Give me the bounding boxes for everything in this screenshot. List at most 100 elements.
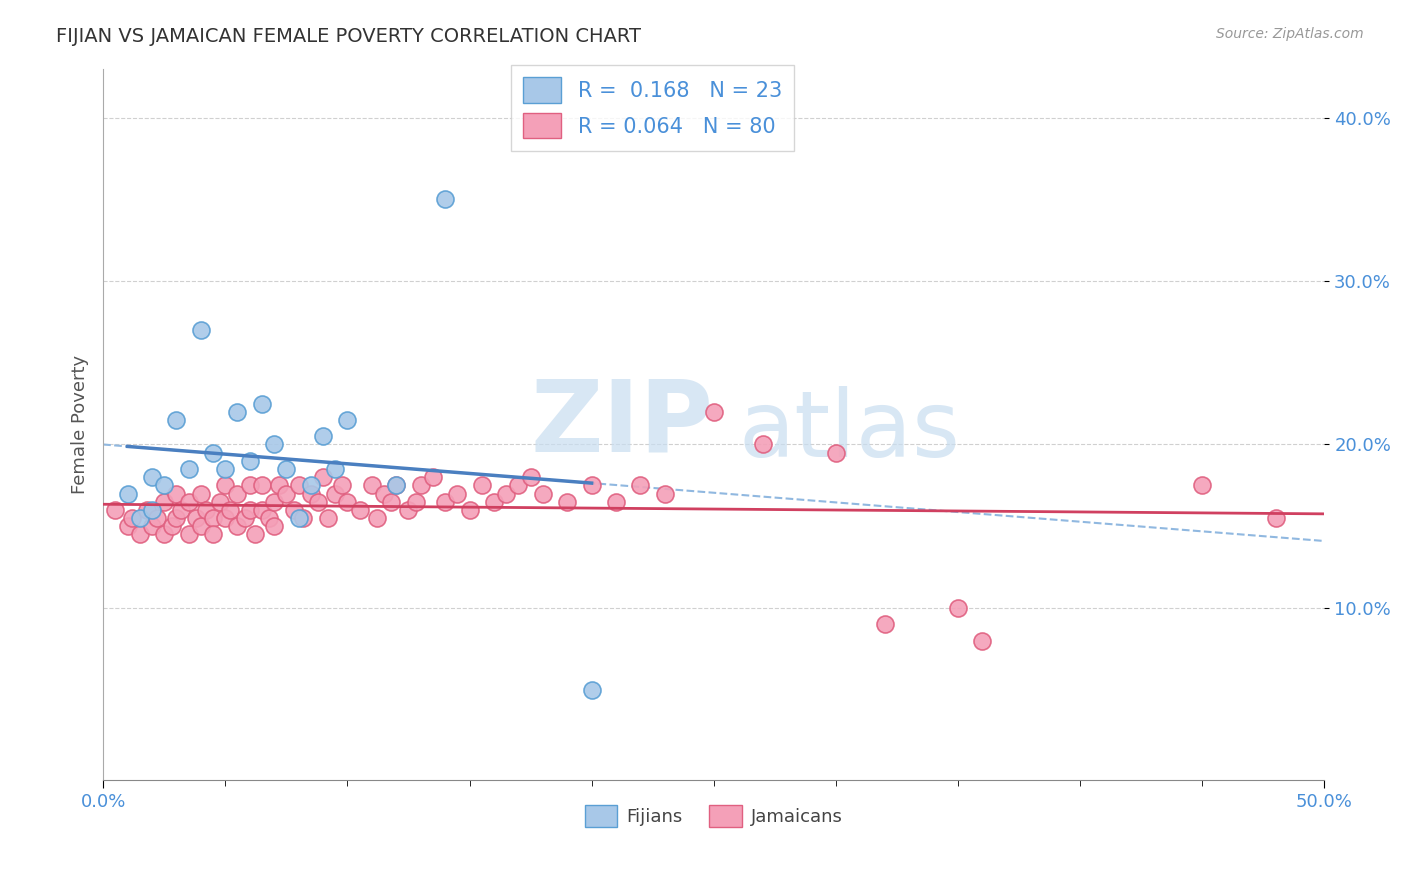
Point (323, 486, 346, 500)
Point (209, 494, 232, 508)
Legend: Fijians, Jamaicans: Fijians, Jamaicans (578, 798, 851, 835)
Point (165, 511, 187, 525)
Point (312, 429, 335, 443)
Point (121, 511, 143, 525)
Point (946, 601, 969, 615)
Point (434, 494, 457, 508)
Y-axis label: Female Poverty: Female Poverty (72, 354, 89, 493)
Point (165, 413, 187, 427)
Point (263, 494, 285, 508)
Point (385, 478, 408, 492)
Point (165, 486, 187, 500)
Point (422, 470, 444, 484)
Point (190, 519, 212, 533)
Point (405, 494, 427, 508)
Point (202, 527, 225, 541)
Text: ZIP: ZIP (531, 376, 714, 473)
Point (630, 478, 652, 492)
Point (458, 503, 481, 517)
Point (141, 519, 163, 533)
Point (299, 486, 322, 500)
Point (214, 511, 236, 525)
Point (349, 503, 371, 517)
Point (276, 486, 298, 500)
Point (825, 445, 848, 459)
Point (380, 494, 402, 508)
Point (312, 470, 335, 484)
Point (239, 478, 262, 492)
Point (233, 511, 256, 525)
Point (287, 478, 309, 492)
Point (214, 462, 236, 476)
Point (257, 511, 280, 525)
Point (239, 503, 262, 517)
Point (202, 511, 225, 525)
Point (434, 192, 457, 206)
Point (972, 633, 994, 648)
Text: FIJIAN VS JAMAICAN FEMALE POVERTY CORRELATION CHART: FIJIAN VS JAMAICAN FEMALE POVERTY CORREL… (56, 27, 641, 45)
Point (873, 617, 896, 632)
Point (243, 527, 266, 541)
Point (128, 527, 150, 541)
Point (276, 462, 298, 476)
Point (471, 478, 494, 492)
Point (299, 478, 322, 492)
Point (581, 682, 603, 697)
Point (250, 478, 273, 492)
Point (531, 486, 554, 500)
Point (323, 462, 346, 476)
Point (136, 503, 159, 517)
Point (267, 478, 290, 492)
Point (336, 494, 359, 508)
Point (555, 494, 578, 508)
Text: atlas: atlas (738, 386, 960, 476)
Point (332, 478, 354, 492)
Point (316, 511, 339, 525)
Point (177, 527, 200, 541)
Point (605, 494, 627, 508)
Point (336, 413, 359, 427)
Point (160, 519, 183, 533)
Point (194, 503, 217, 517)
Point (153, 527, 176, 541)
Point (373, 486, 395, 500)
Point (1264, 511, 1286, 525)
Point (482, 494, 505, 508)
Point (239, 454, 262, 468)
Point (366, 511, 388, 525)
Point (519, 470, 541, 484)
Point (153, 494, 176, 508)
Point (307, 494, 329, 508)
Point (177, 462, 200, 476)
Point (250, 397, 273, 411)
Point (654, 486, 676, 500)
Point (703, 405, 725, 419)
Point (141, 503, 163, 517)
Point (184, 511, 207, 525)
Point (751, 437, 773, 451)
Point (141, 470, 163, 484)
Point (250, 503, 273, 517)
Point (104, 503, 127, 517)
Point (117, 519, 139, 533)
Point (177, 494, 200, 508)
Point (263, 519, 285, 533)
Point (202, 445, 225, 459)
Point (398, 503, 420, 517)
Point (495, 486, 517, 500)
Point (117, 486, 139, 500)
Point (128, 511, 150, 525)
Point (190, 323, 212, 337)
Point (283, 503, 305, 517)
Point (287, 511, 309, 525)
Point (226, 486, 249, 500)
Point (581, 478, 603, 492)
Point (263, 437, 285, 451)
Point (153, 478, 176, 492)
Point (219, 503, 242, 517)
Point (360, 478, 382, 492)
Text: Source: ZipAtlas.com: Source: ZipAtlas.com (1216, 27, 1364, 41)
Point (446, 486, 468, 500)
Point (409, 478, 432, 492)
Point (226, 519, 249, 533)
